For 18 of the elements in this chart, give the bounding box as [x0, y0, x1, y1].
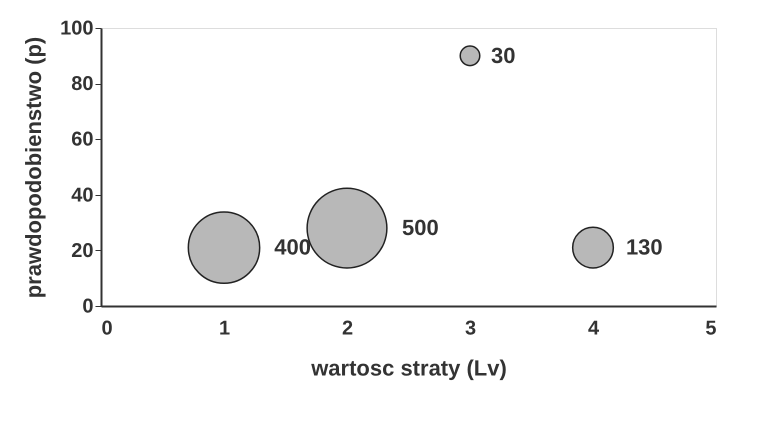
y-axis-title: prawdopodobienstwo (p) [21, 36, 46, 298]
x-tick-label: 0 [102, 318, 113, 340]
x-tick-label: 2 [342, 318, 354, 340]
y-tick-label: 20 [71, 240, 94, 262]
y-tick-label: 0 [82, 296, 94, 318]
data-label: 400 [274, 234, 311, 260]
y-tick-label: 60 [71, 128, 94, 151]
data-label: 500 [402, 215, 439, 240]
x-tick-label: 5 [705, 318, 716, 340]
data-label: 30 [491, 42, 516, 68]
x-tick-label: 4 [588, 318, 600, 340]
x-tick-label: 3 [464, 318, 476, 340]
x-axis-title: wartosc straty (Lv) [310, 356, 507, 380]
data-label: 130 [626, 234, 663, 260]
x-tick-label: 1 [218, 318, 230, 340]
y-tick-label: 80 [71, 73, 94, 96]
y-tick-label: 40 [71, 184, 94, 206]
y-tick-label: 100 [60, 18, 94, 40]
